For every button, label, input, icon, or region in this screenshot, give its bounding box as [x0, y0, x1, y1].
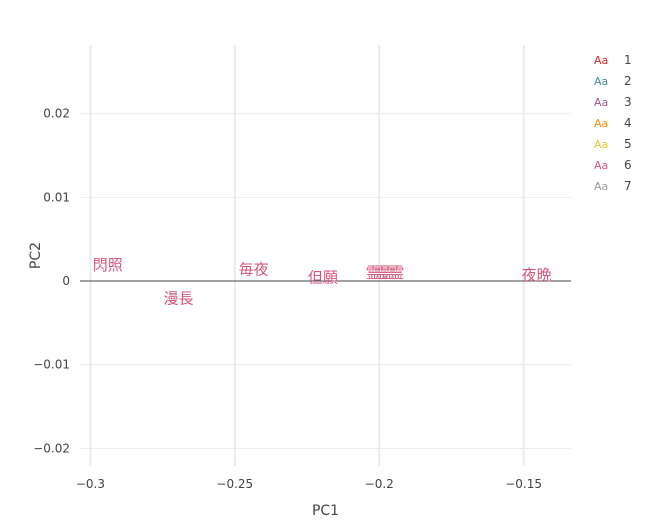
legend-item[interactable]: Aa 7 — [594, 179, 632, 193]
legend-item[interactable]: Aa 5 — [594, 137, 632, 151]
grid-lines — [80, 45, 571, 466]
legend-label: 3 — [624, 95, 632, 109]
y-axis-ticks: −0.02 −0.01 0 0.01 0.02 — [33, 107, 70, 456]
legend-marker: Aa — [594, 159, 608, 172]
legend-label: 4 — [624, 116, 632, 130]
legend-marker: Aa — [594, 96, 608, 109]
data-point-label: 但願 — [308, 269, 338, 287]
y-tick-label: 0.02 — [43, 107, 70, 121]
legend-item[interactable]: Aa 6 — [594, 158, 632, 172]
y-tick-label: −0.02 — [33, 441, 70, 455]
x-axis-title: PC1 — [312, 503, 339, 519]
data-point-label: 霊霊 — [374, 264, 404, 282]
data-point-label: 毎夜 — [239, 260, 269, 278]
legend-marker: Aa — [594, 75, 608, 88]
legend-label: 7 — [624, 179, 632, 193]
legend-label: 6 — [624, 158, 632, 172]
legend-marker: Aa — [594, 180, 608, 193]
x-tick-label: −0.2 — [365, 477, 394, 491]
legend-label: 1 — [624, 53, 632, 67]
x-tick-label: −0.15 — [505, 477, 542, 491]
y-axis-title: PC2 — [28, 242, 44, 269]
data-point-label: 霊霊 — [366, 264, 396, 282]
legend-label: 5 — [624, 137, 632, 151]
y-tick-label: 0 — [62, 274, 70, 288]
x-tick-label: −0.3 — [76, 477, 105, 491]
legend-item[interactable]: Aa 1 — [594, 53, 632, 67]
data-point-label: 漫長 — [163, 290, 193, 308]
x-tick-label: −0.25 — [216, 477, 253, 491]
data-point-label: 夜晩 — [522, 266, 552, 284]
y-tick-label: −0.01 — [33, 358, 70, 372]
legend-item[interactable]: Aa 2 — [594, 74, 632, 88]
legend-marker: Aa — [594, 138, 608, 151]
legend-item[interactable]: Aa 3 — [594, 95, 632, 109]
data-labels: 閃照漫長 毎夜但願 霊霊霊霊 夜晩 — [93, 256, 552, 307]
legend-label: 2 — [624, 74, 632, 88]
data-point-label: 閃照 — [93, 256, 123, 274]
legend-marker: Aa — [594, 54, 608, 67]
y-tick-label: 0.01 — [43, 190, 70, 204]
legend[interactable]: Aa 1 Aa 2 Aa 3 Aa 4 Aa 5 Aa 6 Aa 7 — [594, 53, 632, 193]
legend-marker: Aa — [594, 117, 608, 130]
x-axis-ticks: −0.3 −0.25 −0.2 −0.15 — [76, 477, 542, 491]
legend-item[interactable]: Aa 4 — [594, 116, 632, 130]
